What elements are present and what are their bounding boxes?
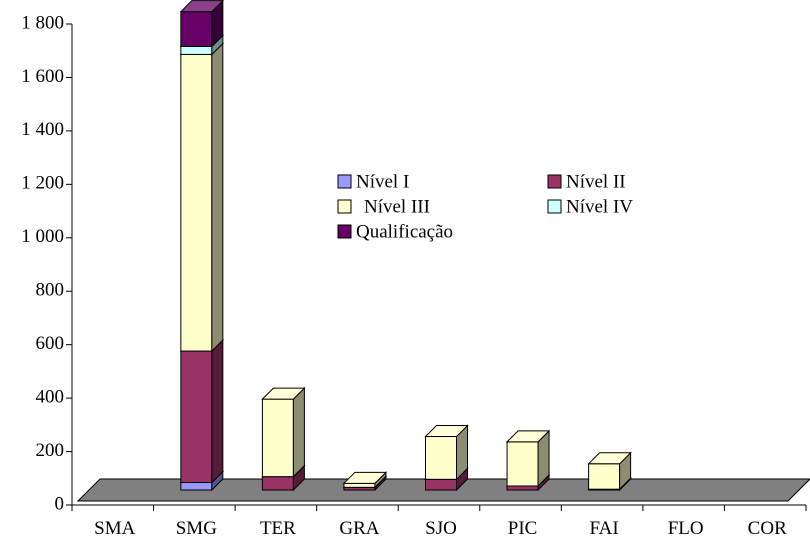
y-tick-label: 1 200 [21,173,64,194]
legend-label: Nível III [364,196,430,217]
bar-front [180,482,213,491]
legend-label: Nível II [566,171,626,192]
bar-front [506,485,539,491]
y-tick-label: 800 [36,280,65,301]
x-tick-label: SMA [94,518,135,539]
legend-label: Qualificação [356,221,453,242]
bar-top [424,425,469,438]
legend: Nível I Nível II Nível III Nível IV Qualific… [337,171,633,242]
bar-top [587,452,632,465]
x-tick-label: COR [748,518,787,539]
bar-top [179,0,225,13]
bar-front [180,53,213,352]
y-tick-label: 1 800 [21,12,64,33]
bar-front [261,398,294,478]
bar-side [292,386,305,478]
bar-top [261,387,306,400]
bar-front [425,478,457,491]
y-tick-label: 1 400 [21,119,64,140]
legend-swatch [337,199,352,214]
bar-segment [424,424,469,481]
bar-front [425,436,457,480]
bar-front [343,482,376,488]
legend-swatch [547,174,562,189]
legend-swatch [337,224,352,239]
y-tick-label: 200 [36,440,65,461]
legend-label: Nível IV [566,196,633,217]
bar-front [180,45,213,55]
legend-item: Nível I [337,171,409,192]
bar-side [211,42,224,353]
legend-item: Nível III [337,196,430,217]
y-tick-label: 1 600 [21,66,64,87]
y-tick-label: 400 [36,386,65,407]
x-tick-label: TER [260,518,296,539]
bar-top [342,471,388,484]
x-tick-label: SJO [425,518,457,539]
bar-front [180,350,213,484]
bar-segment [179,0,225,48]
legend-item: Nível II [547,171,626,192]
x-tick-label: GRA [339,518,379,539]
y-tick-label: 600 [36,333,65,354]
y-tick-label: 0 [55,493,65,514]
bar-segment [342,471,388,489]
x-tick-label: PIC [508,518,538,539]
bar-front [261,476,294,491]
legend-swatch [337,174,352,189]
bar-top [505,430,551,443]
bar-segment [261,386,306,478]
bar-front [588,463,621,490]
bar-segment [179,42,225,353]
y-tick-label: 1 000 [21,226,64,247]
x-tick-label: FAI [590,518,619,539]
bar-segment [587,451,632,491]
bar-side [211,338,224,484]
legend-label: Nível I [356,171,409,192]
legend-item: Nível IV [547,196,633,217]
bar-segment [179,338,225,484]
bar-front [506,441,539,487]
x-tick-label: FLO [668,518,704,539]
x-tick-label: SMG [176,518,217,539]
legend-swatch [547,199,562,214]
legend-item: Qualificação [337,221,453,242]
bar-front [180,11,213,47]
bar-segment [505,429,551,488]
